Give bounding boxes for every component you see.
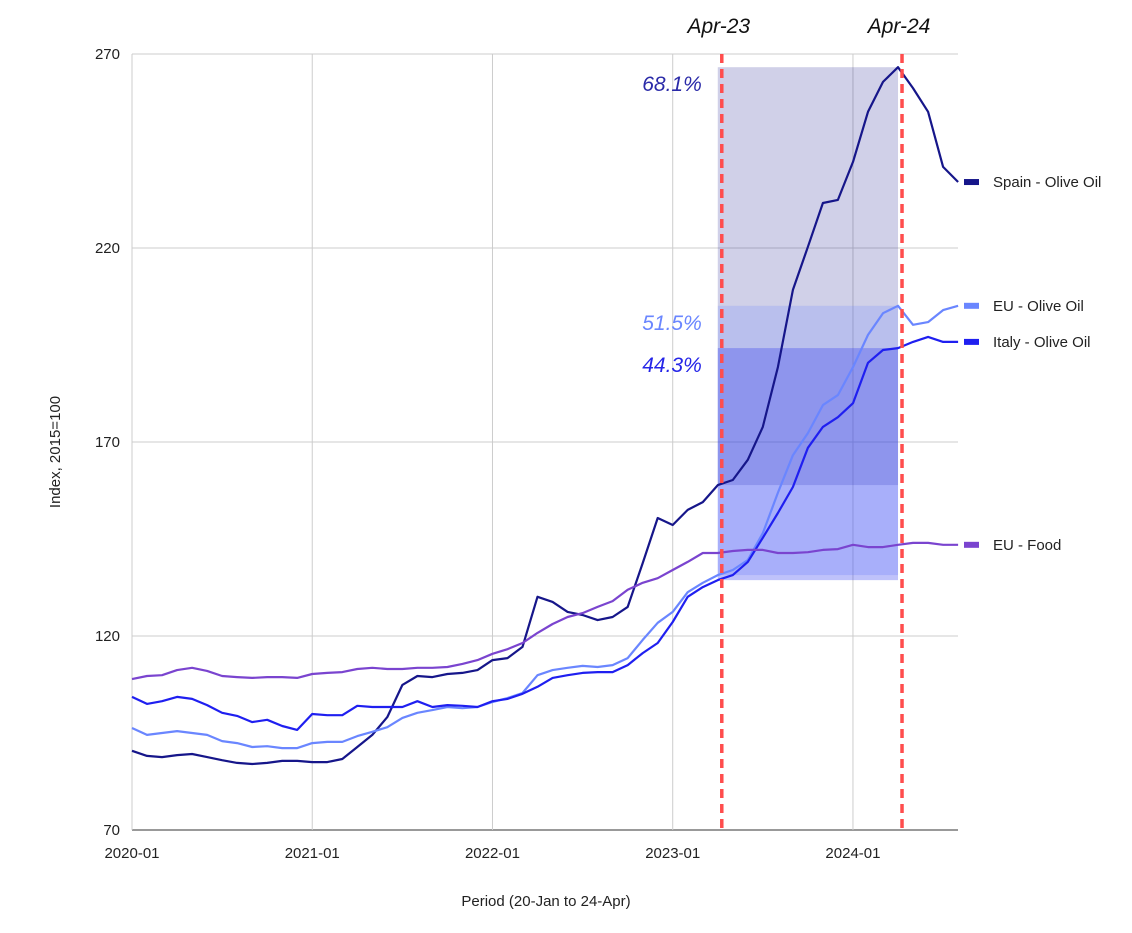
y-tick-label: 270: [95, 46, 120, 63]
band-italy-olive-oil: [717, 348, 899, 581]
y-axis-label: Index, 2015=100: [47, 396, 64, 508]
date-marker-label: Apr-24: [866, 15, 931, 38]
band-eu-olive-oil: [717, 305, 899, 576]
annotation-labels: 68.1% 51.5% 44.3%: [642, 73, 702, 377]
x-tick-label: 2024-01: [825, 845, 880, 862]
x-axis-label: Period (20-Jan to 24-Apr): [461, 893, 630, 910]
x-tick-label: 2020-01: [104, 845, 159, 862]
x-tick-label: 2023-01: [645, 845, 700, 862]
series-line-spain-olive-oil: [131, 66, 959, 766]
band-percent-label: 68.1%: [642, 73, 702, 96]
legend-label: Spain - Olive Oil: [993, 174, 1101, 191]
percentage-bands: [717, 67, 899, 581]
axis-ticks: 70 120 170 220 270 2020-01 2021-01 2022-01 2023-…: [95, 46, 881, 862]
date-marker-label: Apr-23: [685, 15, 750, 38]
x-tick-label: 2021-01: [285, 845, 340, 862]
series-line-italy-olive-oil: [131, 335, 959, 732]
legend-label: Italy - Olive Oil: [993, 334, 1091, 351]
legend-label: EU - Olive Oil: [993, 298, 1084, 315]
gridlines: [131, 53, 958, 831]
x-tick-label: 2022-01: [465, 845, 520, 862]
legend-marker: [964, 302, 979, 309]
y-tick-label: 220: [95, 240, 120, 257]
legend: Spain - Olive Oil EU - Olive Oil Italy - O…: [964, 174, 1101, 554]
band-percent-label: 44.3%: [642, 354, 702, 377]
band-percent-label: 51.5%: [642, 312, 702, 335]
y-tick-label: 120: [95, 628, 120, 645]
series-lines: [131, 66, 959, 766]
legend-label: EU - Food: [993, 537, 1061, 554]
legend-marker: [964, 541, 979, 548]
series-line-eu-olive-oil: [131, 304, 959, 750]
date-markers: Apr-23 Apr-24: [685, 15, 930, 830]
y-tick-label: 70: [103, 822, 120, 839]
legend-marker: [964, 179, 979, 186]
y-tick-label: 170: [95, 434, 120, 451]
band-spain-olive-oil: [717, 67, 899, 486]
legend-marker: [964, 338, 979, 345]
series-line-eu-food: [131, 541, 959, 681]
